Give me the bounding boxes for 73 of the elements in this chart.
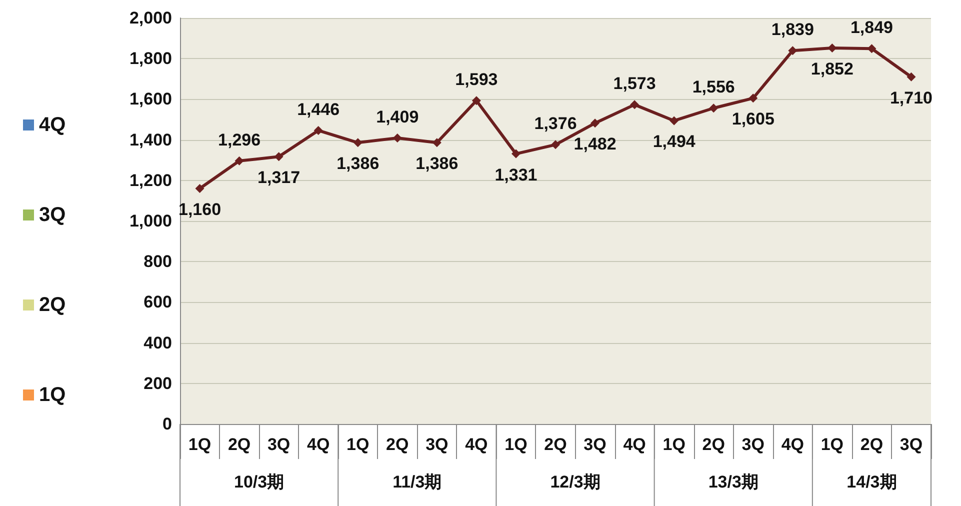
point [551, 140, 560, 150]
point [670, 116, 679, 126]
text: 12/3期 [550, 472, 600, 492]
data-label: 1,849 [850, 18, 893, 38]
x-tick-label: 1Q [820, 435, 844, 454]
point [432, 138, 442, 148]
point [630, 100, 640, 110]
data-label: 1,317 [258, 168, 300, 188]
x-tick-label: 3Q [267, 435, 290, 454]
x-tick-label: 2Q [228, 435, 251, 454]
point [590, 118, 600, 128]
data-label: 1,160 [178, 200, 222, 220]
point [195, 184, 204, 194]
data-label: 1,605 [732, 110, 774, 129]
data-label: 1,296 [218, 130, 261, 150]
point [709, 104, 718, 113]
data-label: 1,409 [376, 107, 419, 126]
y-tick-label: 1,600 [129, 90, 172, 109]
x-tick-label: 1Q [346, 435, 370, 454]
point [748, 94, 758, 103]
x-tick-label: 4Q [465, 435, 488, 454]
point [314, 126, 323, 135]
legend-label: 1Q [39, 384, 66, 406]
data-label: 1,376 [534, 114, 577, 134]
data-label: 1,482 [574, 134, 616, 154]
point [472, 96, 481, 106]
data-label: 1,446 [297, 100, 340, 119]
x-tick-label: 2Q [544, 435, 567, 454]
x-tick-label: 1Q [504, 435, 528, 454]
data-label: 1,852 [810, 60, 854, 79]
x-tick-label: 3Q [900, 435, 923, 454]
text: 10/3期 [234, 472, 284, 492]
point [353, 138, 362, 148]
y-tick-label: 400 [144, 333, 172, 352]
data-label: 1,710 [890, 88, 933, 108]
x-tick-label: 2Q [386, 435, 409, 454]
text: 13/3期 [708, 472, 758, 492]
x-tick-label: 3Q [584, 435, 606, 454]
data-label: 1,386 [416, 154, 458, 174]
y-tick-label: 200 [144, 374, 172, 393]
x-tick-label: 1Q [662, 435, 686, 454]
point [906, 72, 916, 82]
y-tick-label: 1,800 [129, 49, 172, 68]
text: 11/3期 [392, 472, 442, 492]
point [511, 149, 520, 158]
point [234, 156, 244, 166]
data-label: 1,556 [692, 78, 735, 97]
x-tick-label: 2Q [860, 435, 884, 454]
legend-label: 3Q [39, 204, 66, 226]
legend-label: 2Q [39, 294, 66, 316]
data-label: 1,331 [494, 165, 538, 184]
legend-label: 4Q [39, 114, 66, 136]
x-tick-label: 1Q [188, 435, 212, 454]
x-tick-label: 4Q [781, 435, 804, 454]
y-tick-label: 1,200 [129, 170, 172, 190]
y-tick-label: 2,000 [129, 8, 172, 28]
data-label: 1,839 [771, 20, 814, 40]
x-tick-label: 4Q [307, 435, 330, 454]
y-tick-label: 600 [144, 292, 172, 312]
x-tick-label: 4Q [623, 435, 646, 454]
data-label: 1,593 [455, 70, 498, 90]
y-tick-label: 1,000 [129, 212, 172, 230]
y-tick-label: 800 [144, 252, 172, 272]
y-tick-label: 1,400 [129, 130, 172, 150]
data-label: 1,386 [336, 154, 380, 174]
x-tick-label: 3Q [742, 435, 764, 454]
text: 14/3期 [846, 472, 897, 492]
data-label: 1,573 [613, 74, 656, 94]
point [788, 46, 798, 56]
data-label: 1,494 [652, 132, 696, 152]
y-tick-label: 0 [162, 414, 172, 434]
x-tick-label: 3Q [426, 435, 448, 454]
x-tick-label: 2Q [702, 435, 725, 454]
